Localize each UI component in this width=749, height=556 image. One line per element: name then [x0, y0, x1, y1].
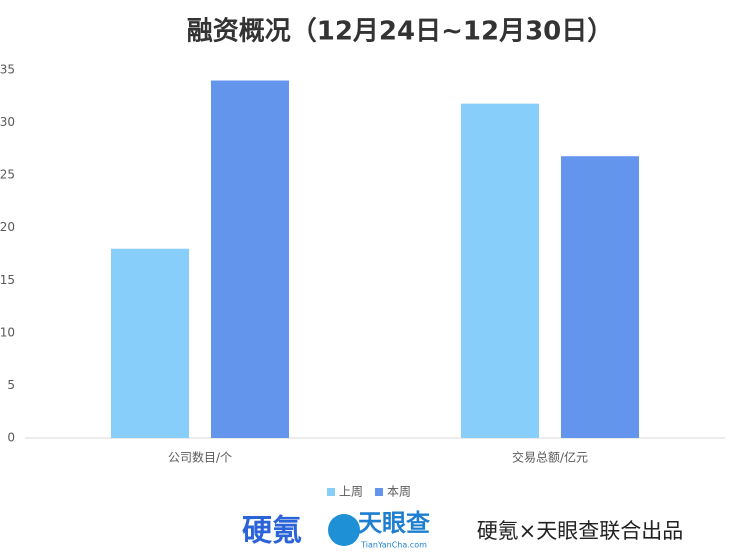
x-tick-label: 公司数目/个	[168, 450, 232, 465]
bar	[461, 103, 539, 438]
bar	[211, 80, 289, 438]
credit: 硬氪×天眼查联合出品	[477, 519, 684, 543]
y-tick-label: 25	[0, 168, 15, 182]
legend-label: 本周	[387, 485, 411, 499]
y-tick-label: 10	[0, 325, 15, 339]
x-tick-label: 交易总额/亿元	[512, 450, 588, 465]
y-tick-label: 35	[0, 63, 15, 77]
bar	[561, 156, 639, 438]
logo-left: 硬氪	[242, 514, 302, 549]
y-tick-label: 30	[0, 115, 15, 129]
y-tick-label: 5	[7, 378, 15, 392]
y-tick-label: 15	[0, 273, 15, 287]
legend-swatch	[375, 488, 383, 496]
legend-swatch	[327, 488, 335, 496]
bar	[111, 248, 189, 438]
y-tick-label: 20	[0, 220, 15, 234]
logo-right: 天眼查	[358, 509, 430, 537]
chart-title: 融资概况（12月24日~12月30日）	[187, 17, 614, 47]
logo-right-sub: TianYanCha.com	[360, 541, 427, 550]
legend-label: 上周	[339, 485, 363, 499]
y-tick-label: 0	[7, 431, 15, 445]
logo-icon	[328, 514, 360, 546]
